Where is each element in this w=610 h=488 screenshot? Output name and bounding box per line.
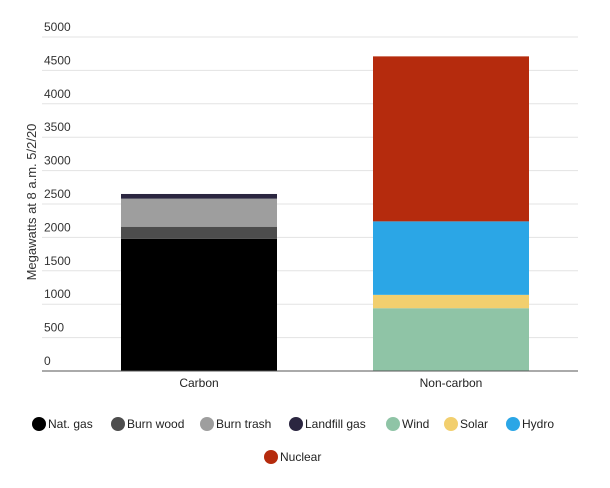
y-tick-label: 0 bbox=[44, 354, 51, 368]
bar-segment-nuclear bbox=[373, 56, 529, 222]
y-tick-label: 2000 bbox=[44, 220, 71, 234]
y-axis-title: Megawatts at 8 a.m. 5/2/20 bbox=[24, 124, 39, 281]
legend-swatch-wind bbox=[386, 417, 400, 431]
x-tick-label: Carbon bbox=[179, 376, 218, 390]
y-tick-label: 3500 bbox=[44, 120, 71, 134]
legend-label-hydro: Hydro bbox=[522, 417, 554, 431]
y-tick-label: 1000 bbox=[44, 287, 71, 301]
y-tick-label: 4000 bbox=[44, 87, 71, 101]
legend-swatch-hydro bbox=[506, 417, 520, 431]
legend-label-burn-wood: Burn wood bbox=[127, 417, 184, 431]
x-tick-labels: Carbon Non-carbon bbox=[179, 376, 482, 390]
legend: Nat. gas Burn wood Burn trash Landfill gas W… bbox=[32, 417, 554, 464]
x-tick-label: Non-carbon bbox=[420, 376, 483, 390]
legend-label-nuclear: Nuclear bbox=[280, 450, 321, 464]
y-tick-label: 500 bbox=[44, 321, 64, 335]
legend-swatch-nuclear bbox=[264, 450, 278, 464]
legend-label-solar: Solar bbox=[460, 417, 488, 431]
bar-segment-landfill-gas bbox=[121, 193, 277, 199]
bar-segment-hydro bbox=[373, 221, 529, 295]
bar-segment-burn-wood bbox=[121, 226, 277, 239]
bars bbox=[121, 56, 529, 371]
y-tick-label: 1500 bbox=[44, 254, 71, 268]
legend-label-burn-trash: Burn trash bbox=[216, 417, 271, 431]
legend-swatch-burn-trash bbox=[200, 417, 214, 431]
y-tick-label: 5000 bbox=[44, 20, 71, 34]
legend-swatch-burn-wood bbox=[111, 417, 125, 431]
legend-label-landfill-gas: Landfill gas bbox=[305, 417, 366, 431]
legend-swatch-nat-gas bbox=[32, 417, 46, 431]
legend-swatch-landfill-gas bbox=[289, 417, 303, 431]
bar-segment-burn-trash bbox=[121, 198, 277, 227]
legend-swatch-solar bbox=[444, 417, 458, 431]
y-tick-label: 4500 bbox=[44, 53, 71, 67]
bar-segment-solar bbox=[373, 294, 529, 309]
legend-label-wind: Wind bbox=[402, 417, 429, 431]
y-tick-labels: 0 500 1000 1500 2000 2500 3000 3500 4000 4500 5000 bbox=[44, 20, 71, 368]
legend-label-nat-gas: Nat. gas bbox=[48, 417, 93, 431]
bar-segment-wind bbox=[373, 308, 529, 371]
y-tick-label: 2500 bbox=[44, 187, 71, 201]
bar-segment-nat-gas bbox=[121, 238, 277, 371]
y-tick-label: 3000 bbox=[44, 154, 71, 168]
